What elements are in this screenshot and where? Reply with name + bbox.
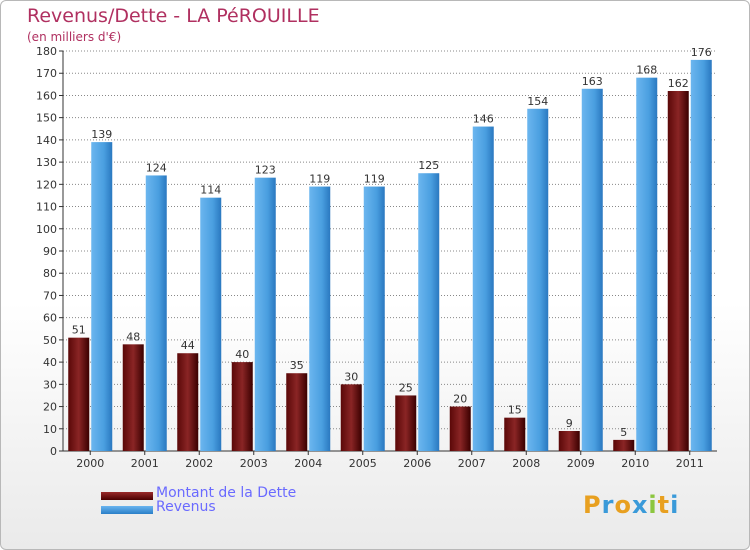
legend-label-revenus: Revenus	[156, 499, 216, 515]
x-tick-label: 2011	[676, 457, 704, 470]
bar-revenus	[254, 177, 276, 451]
bar-revenus	[636, 77, 658, 452]
y-tick-label: 110	[36, 201, 57, 214]
y-tick-label: 180	[36, 45, 57, 58]
bar-revenus	[309, 186, 331, 452]
x-tick-label: 2006	[403, 457, 431, 470]
x-tick-label: 2010	[621, 457, 649, 470]
legend-label-dette: Montant de la Dette	[156, 485, 297, 501]
data-label-revenus: 123	[255, 164, 276, 177]
data-label-dette: 35	[290, 359, 304, 372]
bar-dette	[177, 353, 199, 451]
bar-revenus	[472, 126, 494, 452]
data-label-revenus: 168	[636, 64, 657, 77]
bar-dette	[340, 384, 362, 451]
bar-dette	[667, 91, 689, 451]
y-tick-label: 80	[43, 267, 57, 280]
bar-dette	[395, 395, 417, 451]
x-tick-label: 2000	[76, 457, 104, 470]
bar-revenus	[91, 142, 113, 451]
data-label-dette: 51	[72, 324, 86, 337]
y-tick-label: 100	[36, 223, 57, 236]
logo-letter: r	[601, 491, 615, 519]
y-tick-label: 0	[50, 445, 57, 458]
bar-dette	[449, 406, 471, 451]
data-label-dette: 15	[508, 404, 522, 417]
data-label-dette: 30	[344, 370, 358, 383]
x-tick-label: 2002	[185, 457, 213, 470]
bar-dette	[68, 337, 90, 451]
bar-dette	[613, 439, 635, 451]
bar-revenus	[363, 186, 385, 452]
data-label-dette: 5	[620, 426, 627, 439]
x-tick-label: 2008	[512, 457, 540, 470]
data-label-revenus: 139	[91, 128, 112, 141]
y-tick-label: 140	[36, 134, 57, 147]
data-label-revenus: 125	[418, 159, 439, 172]
data-label-revenus: 114	[200, 184, 221, 197]
y-tick-label: 40	[43, 356, 57, 369]
data-label-revenus: 176	[691, 46, 712, 59]
logo-letter: x	[631, 491, 649, 519]
chart-subtitle: (en milliers d'€)	[27, 30, 122, 44]
bar-revenus	[418, 173, 440, 451]
x-tick-label: 2001	[131, 457, 159, 470]
y-tick-label: 10	[43, 423, 57, 436]
bar-revenus	[200, 197, 222, 451]
bar-revenus	[581, 88, 603, 452]
data-label-revenus: 119	[309, 173, 330, 186]
x-tick-label: 2004	[294, 457, 322, 470]
chart-title: Revenus/Dette - LA PéROUILLE	[27, 5, 320, 27]
data-label-dette: 162	[668, 77, 689, 90]
bar-dette	[231, 362, 253, 451]
bar-dette	[286, 373, 308, 451]
logo-letter: i	[670, 491, 680, 519]
x-tick-label: 2007	[458, 457, 486, 470]
data-label-dette: 44	[181, 339, 195, 352]
data-label-dette: 40	[235, 348, 249, 361]
logo-letter: i	[648, 491, 658, 519]
y-tick-label: 90	[43, 245, 57, 258]
x-tick-label: 2005	[349, 457, 377, 470]
legend-swatch-revenus	[101, 506, 153, 514]
bar-dette	[122, 344, 144, 451]
bar-dette	[558, 431, 580, 451]
x-tick-label: 2003	[240, 457, 268, 470]
y-tick-label: 50	[43, 334, 57, 347]
data-label-revenus: 154	[527, 95, 548, 108]
x-tick-label: 2009	[567, 457, 595, 470]
logo-letter: P	[583, 491, 602, 519]
y-tick-label: 70	[43, 289, 57, 302]
bar-dette	[504, 417, 526, 451]
data-label-revenus: 124	[146, 161, 167, 174]
y-tick-label: 30	[43, 378, 57, 391]
proxiti-logo: Proxiti	[583, 491, 679, 519]
data-label-revenus: 163	[582, 75, 603, 88]
bar-chart: 0 10 20 30 40 50 60 70 80 90 100 110 120 130 140 150 160…	[36, 45, 717, 470]
y-tick-label: 160	[36, 89, 57, 102]
y-tick-label: 130	[36, 156, 57, 169]
data-label-revenus: 146	[473, 113, 494, 126]
data-label-revenus: 119	[364, 173, 385, 186]
logo-letter: o	[614, 491, 632, 519]
legend-swatch-dette	[101, 492, 153, 500]
bar-revenus	[527, 108, 549, 452]
bar-revenus	[690, 59, 712, 452]
y-tick-label: 120	[36, 178, 57, 191]
data-label-dette: 25	[399, 381, 413, 394]
data-label-dette: 9	[566, 417, 573, 430]
y-tick-label: 20	[43, 401, 57, 414]
data-label-dette: 48	[126, 330, 140, 343]
logo-letter: t	[657, 491, 671, 519]
data-label-dette: 20	[453, 393, 467, 406]
bar-revenus	[145, 175, 167, 451]
y-tick-label: 170	[36, 67, 57, 80]
y-tick-label: 150	[36, 112, 57, 125]
y-tick-label: 60	[43, 312, 57, 325]
